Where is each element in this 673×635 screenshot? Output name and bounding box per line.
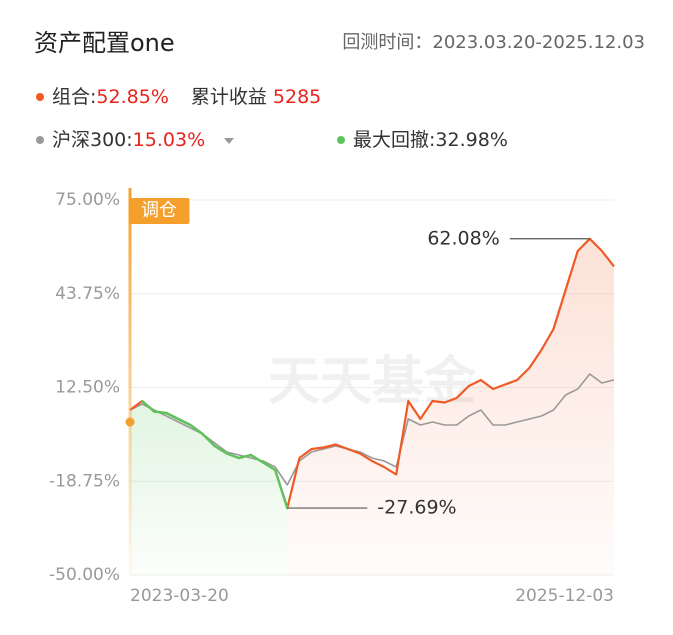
- drawdown-segment: [274, 468, 289, 510]
- dropdown-arrow[interactable]: [224, 138, 234, 144]
- legend-value: 32.98%: [435, 129, 507, 151]
- period-label: 回测时间：: [342, 32, 432, 53]
- legend-dot: [36, 93, 44, 101]
- y-tick-label: 43.75%: [55, 284, 120, 304]
- drawdown-segment: [237, 453, 253, 460]
- legend-name: 沪深300: [52, 129, 126, 151]
- cumulative-value: 5285: [273, 86, 321, 108]
- drawdown-segment: [225, 452, 241, 460]
- x-tick-label: 2025-12-03: [515, 586, 614, 606]
- legend-item: 组合:52.85% 累计收益 5285: [52, 86, 321, 108]
- annotation-label: 62.08%: [427, 227, 499, 249]
- legend-dot: [337, 136, 345, 144]
- area-fill: [130, 401, 288, 575]
- annotation-label: -27.69%: [377, 497, 456, 519]
- legend-name: 最大回撤: [353, 129, 429, 151]
- rebalance-dot: [125, 417, 135, 427]
- drawdown-segment: [140, 399, 156, 413]
- legend-value: 15.03%: [133, 129, 205, 151]
- y-tick-label: -18.75%: [49, 471, 120, 491]
- drawdown-segment: [249, 453, 265, 464]
- period-value: 2023.03.20-2025.12.03: [432, 32, 645, 53]
- area-fill: [287, 238, 614, 575]
- drawdown-segment: [165, 411, 180, 421]
- legend-sep: :: [90, 86, 96, 108]
- period: 回测时间：2023.03.20-2025.12.03: [342, 32, 645, 53]
- rebalance-label: 调仓: [141, 200, 177, 221]
- legend-name: 组合: [52, 86, 90, 108]
- x-tick-label: 2023-03-20: [130, 586, 229, 606]
- legend: 组合:52.85% 累计收益 5285 沪深300:15.03% 最大回撤:32.9…: [36, 86, 508, 151]
- legend-sep: :: [429, 129, 435, 151]
- y-tick-label: -50.00%: [49, 565, 120, 585]
- y-tick-label: 75.00%: [55, 190, 120, 210]
- drawdown-segment: [177, 417, 192, 427]
- drawdown-segment: [189, 423, 204, 436]
- legend-sep: :: [126, 129, 132, 151]
- rebalance-badge: [128, 198, 190, 224]
- legend-item: 沪深300:15.03%: [52, 129, 205, 151]
- drawdown-segment: [213, 444, 229, 455]
- series-line: [129, 373, 615, 486]
- rebalance-line: [128, 188, 132, 575]
- cumulative-label: 累计收益: [191, 86, 267, 108]
- drawdown-segment: [152, 410, 168, 415]
- drawdown-segment: [201, 432, 216, 448]
- y-tick-label: 12.50%: [55, 378, 120, 398]
- legend-value: 52.85%: [96, 86, 168, 108]
- title: 资产配置one: [34, 29, 175, 57]
- drawdown-segment: [261, 461, 277, 472]
- legend-item: 最大回撤:32.98%: [353, 129, 508, 151]
- legend-dot: [36, 136, 44, 144]
